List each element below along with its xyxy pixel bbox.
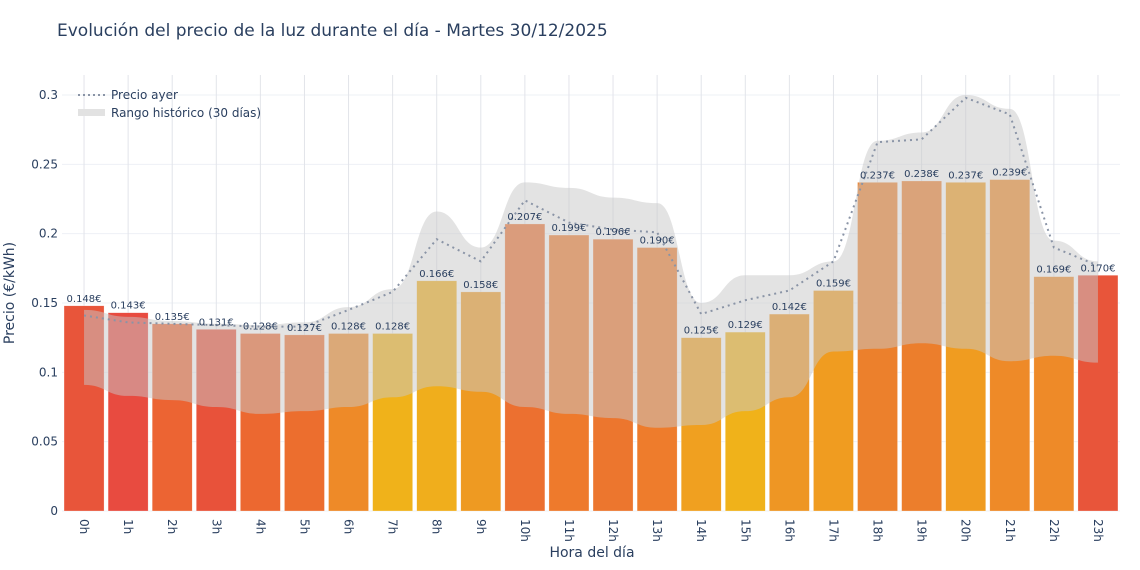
yesterday-price-polyline	[83, 96, 1099, 328]
x-tick-label: 14h	[694, 519, 708, 542]
data-label: 0.239€	[992, 168, 1027, 179]
data-label: 0.170€	[1080, 263, 1115, 274]
x-tick-label: 5h	[297, 519, 311, 534]
historical-range-area	[84, 95, 1098, 428]
y-tick-label: 0.2	[39, 227, 58, 241]
data-label: 0.128€	[375, 322, 410, 333]
legend: Precio ayer Rango histórico (30 días)	[78, 88, 261, 120]
x-tick-label: 18h	[871, 519, 885, 542]
axes: 0 0.05 0.1 0.15 0.2 0.25 0.3 0h 1h 2h 3h 4h 5h 6h 7h 8h…	[31, 88, 1105, 542]
data-label: 0.159€	[816, 279, 851, 290]
y-tick-label: 0	[50, 504, 58, 518]
legend-item-historical: Rango histórico (30 días)	[111, 106, 261, 120]
x-tick-label: 10h	[518, 519, 532, 542]
data-label: 0.142€	[772, 302, 807, 313]
legend-item-yesterday: Precio ayer	[111, 88, 178, 102]
data-labels: 0.148€ 0.143€ 0.135€ 0.131€ 0.128€ 0.127€ 0.12…	[67, 168, 1116, 337]
y-tick-label: 0.25	[31, 157, 58, 171]
data-label: 0.129€	[728, 320, 763, 331]
data-label: 0.238€	[904, 169, 939, 180]
data-label: 0.135€	[155, 312, 190, 323]
x-tick-label: 3h	[209, 519, 223, 534]
data-label: 0.169€	[1036, 265, 1071, 276]
data-label: 0.143€	[111, 301, 146, 312]
x-tick-label: 19h	[915, 519, 929, 542]
data-label: 0.128€	[243, 322, 278, 333]
x-tick-label: 17h	[826, 519, 840, 542]
x-tick-label: 20h	[959, 519, 973, 542]
x-tick-label: 7h	[386, 519, 400, 534]
data-label: 0.131€	[199, 317, 234, 328]
historical-range-band	[84, 95, 1098, 428]
data-label: 0.190€	[640, 236, 675, 247]
x-tick-label: 11h	[562, 519, 576, 542]
x-tick-label: 12h	[606, 519, 620, 542]
x-tick-label: 22h	[1047, 519, 1061, 542]
x-tick-label: 2h	[165, 519, 179, 534]
data-label: 0.125€	[684, 326, 719, 337]
data-label: 0.207€	[507, 212, 542, 223]
y-tick-label: 0.1	[39, 365, 58, 379]
x-tick-label: 4h	[253, 519, 267, 534]
data-label: 0.199€	[551, 223, 586, 234]
data-label: 0.237€	[948, 170, 983, 181]
x-tick-label: 21h	[1003, 519, 1017, 542]
y-tick-label: 0.3	[39, 88, 58, 102]
data-label: 0.127€	[287, 323, 322, 334]
x-tick-label: 16h	[782, 519, 796, 542]
data-label: 0.128€	[331, 322, 366, 333]
data-label: 0.166€	[419, 269, 454, 280]
legend-band-icon	[78, 109, 105, 116]
x-tick-label: 15h	[738, 519, 752, 542]
x-tick-label: 8h	[430, 519, 444, 534]
data-label: 0.237€	[860, 170, 895, 181]
chart-title: Evolución del precio de la luz durante e…	[57, 21, 608, 41]
x-tick-label: 23h	[1091, 519, 1105, 542]
x-tick-label: 6h	[342, 519, 356, 534]
x-tick-label: 13h	[650, 519, 664, 542]
y-tick-label: 0.15	[31, 296, 58, 310]
data-label: 0.158€	[463, 280, 498, 291]
y-tick-label: 0.05	[31, 435, 58, 449]
data-label: 0.148€	[67, 294, 102, 305]
x-tick-label: 1h	[121, 519, 135, 534]
x-axis-title: Hora del día	[549, 545, 634, 561]
data-label: 0.196€	[596, 227, 631, 238]
yesterday-price-line	[83, 96, 1099, 328]
x-tick-label: 9h	[474, 519, 488, 534]
y-axis-title: Precio (€/kWh)	[2, 242, 18, 344]
x-tick-label: 0h	[77, 519, 91, 534]
